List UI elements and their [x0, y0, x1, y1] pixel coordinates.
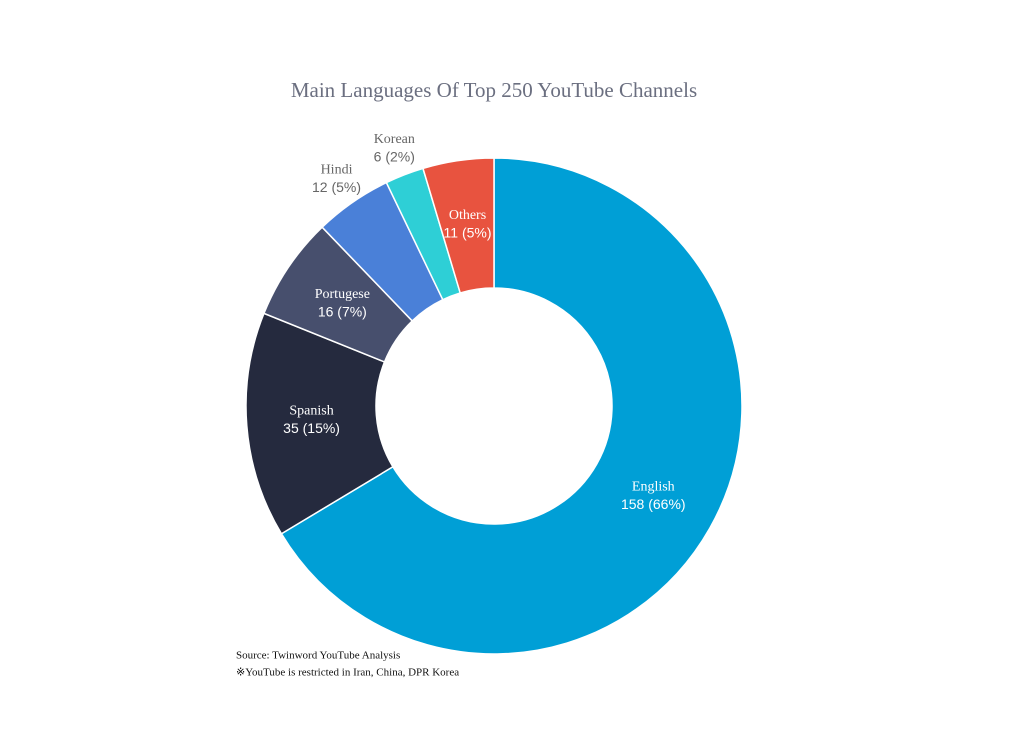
donut-slice	[245, 312, 394, 535]
donut-slice	[280, 157, 743, 655]
slice-name: Korean	[374, 132, 415, 147]
chart-title: Main Languages Of Top 250 YouTube Channe…	[291, 78, 697, 102]
slice-value: 16 (7%)	[318, 303, 367, 319]
slice-name: Portugese	[315, 287, 370, 302]
source-note: Source: Twinword YouTube Analysis	[236, 650, 400, 662]
restriction-note: ※YouTube is restricted in Iran, China, D…	[236, 667, 459, 679]
slice-name: Others	[449, 208, 486, 223]
slice-value: 12 (5%)	[312, 179, 361, 195]
slice-name: Hindi	[321, 163, 353, 178]
donut-slice	[422, 157, 495, 294]
slice-name: Spanish	[289, 404, 333, 419]
slice-name: English	[632, 479, 675, 494]
slice-value: 158 (66%)	[621, 496, 686, 512]
slice-value: 6 (2%)	[374, 148, 415, 164]
slice-value: 35 (15%)	[283, 420, 340, 436]
slice-value: 11 (5%)	[444, 225, 492, 241]
